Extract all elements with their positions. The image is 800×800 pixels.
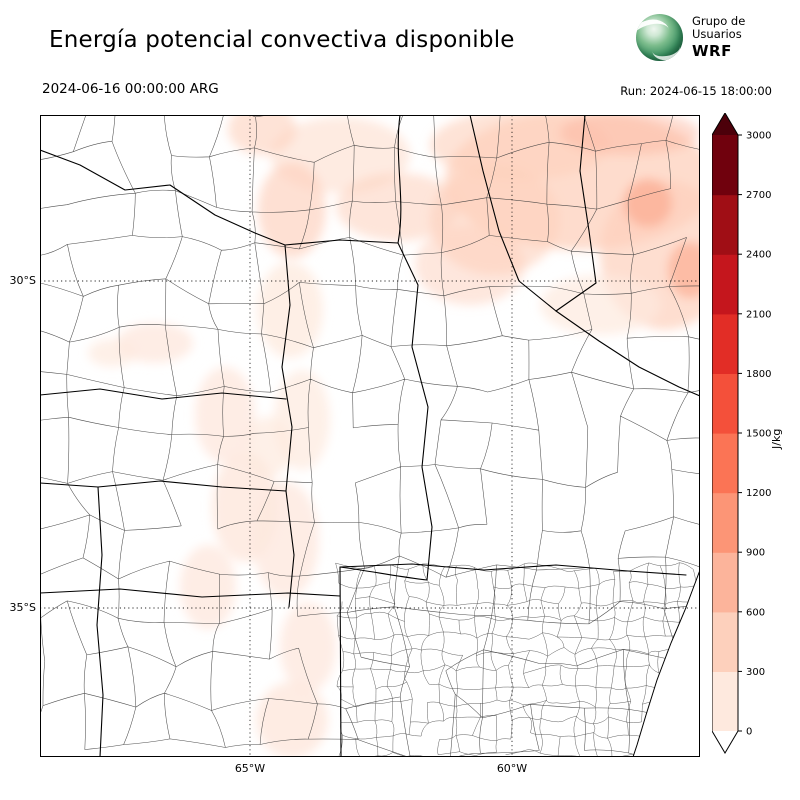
logo-line-3: WRF bbox=[692, 41, 732, 60]
province-border bbox=[40, 480, 287, 492]
colorbar-tick-label: 2700 bbox=[746, 190, 771, 201]
cape-shading-layer bbox=[88, 115, 700, 757]
colorbar-segment bbox=[712, 373, 738, 434]
cape-shade-patch bbox=[253, 482, 319, 598]
gridlines-layer bbox=[40, 115, 700, 757]
colorbar-segment bbox=[712, 492, 738, 553]
colorbar-under-arrow bbox=[712, 731, 738, 753]
colorbar-tick-label: 2100 bbox=[746, 309, 771, 320]
x-tick-65w: 65°W bbox=[234, 762, 266, 775]
cape-shade-patch bbox=[257, 262, 323, 358]
boundary-mesh bbox=[40, 115, 700, 757]
cape-shade-patch bbox=[668, 242, 700, 298]
cape-shade-patch bbox=[274, 370, 330, 470]
map-svg bbox=[40, 115, 700, 757]
province-border bbox=[339, 563, 687, 576]
colorbar-segment bbox=[712, 552, 738, 613]
cape-shade-patch bbox=[415, 225, 525, 305]
colorbar-tick-label: 900 bbox=[746, 548, 765, 559]
colorbar-segment bbox=[712, 611, 738, 672]
globe-icon bbox=[636, 14, 683, 61]
cape-shade-patch bbox=[228, 115, 296, 155]
province-border bbox=[96, 486, 104, 757]
colorbar-segment bbox=[712, 254, 738, 315]
cape-shade-patch bbox=[180, 545, 236, 629]
ocean-mask bbox=[633, 570, 700, 757]
logo-line-2: Usuarios bbox=[692, 27, 742, 42]
y-tick-30s: 30°S bbox=[9, 274, 36, 287]
province-border bbox=[555, 115, 597, 312]
valid-time-label: 2024-06-16 00:00:00 ARG bbox=[42, 81, 219, 97]
colorbar-segment bbox=[712, 671, 738, 732]
y-tick-35s: 35°S bbox=[9, 601, 36, 614]
cape-shade-patch bbox=[280, 602, 336, 692]
run-time-label: Run: 2024-06-15 18:00:00 bbox=[620, 84, 772, 98]
province-border bbox=[339, 566, 428, 581]
colorbar-tick-label: 2400 bbox=[746, 250, 771, 261]
coastline bbox=[632, 569, 700, 757]
province-border bbox=[40, 388, 287, 400]
colorbar-segment bbox=[712, 194, 738, 255]
cape-shade-patch bbox=[540, 275, 660, 335]
colorbar-tick-label: 1800 bbox=[746, 369, 771, 380]
colorbar-unit-label: J/kg bbox=[770, 428, 783, 449]
colorbar-segment bbox=[712, 433, 738, 494]
cape-shade-patch bbox=[256, 682, 328, 757]
map-canvas bbox=[40, 115, 700, 757]
colorbar-segment bbox=[712, 313, 738, 374]
province-border bbox=[339, 566, 342, 757]
colorbar-tick-label: 300 bbox=[746, 667, 765, 678]
province-border bbox=[397, 115, 402, 244]
map-frame bbox=[40, 115, 700, 757]
x-tick-60w: 60°W bbox=[496, 762, 528, 775]
colorbar-tick-label: 3000 bbox=[746, 131, 771, 142]
page-title: Energía potencial convectiva disponible bbox=[49, 27, 515, 53]
province-border bbox=[281, 244, 295, 608]
colorbar-segment bbox=[712, 135, 738, 196]
cape-shade-patch bbox=[336, 173, 460, 241]
cape-shade-patch bbox=[560, 115, 700, 155]
colorbar-tick-label: 1200 bbox=[746, 488, 771, 499]
cape-shade-patch bbox=[624, 179, 672, 227]
colorbar-tick-label: 600 bbox=[746, 607, 765, 618]
wrf-logo: Grupo de Usuarios WRF bbox=[636, 14, 745, 61]
colorbar-tick-label: 0 bbox=[746, 727, 752, 738]
colorbar: 0 300 600 900 1200 1500 1800 2100 2400 2700 3000 bbox=[712, 113, 771, 754]
colorbar-over-arrow bbox=[712, 113, 738, 135]
logo-line-1: Grupo de bbox=[692, 14, 746, 29]
province-border bbox=[284, 239, 399, 246]
province-borders-layer bbox=[40, 115, 700, 757]
cape-shade-patch bbox=[258, 162, 326, 258]
cape-shade-patch bbox=[88, 339, 136, 367]
colorbar-tick-label: 1500 bbox=[746, 429, 771, 440]
department-boundaries-layer bbox=[40, 115, 700, 757]
province-border bbox=[40, 149, 286, 246]
wrf-logo-text: Grupo de Usuarios WRF bbox=[692, 15, 745, 60]
province-border bbox=[40, 588, 341, 598]
cape-shade-patch bbox=[195, 367, 255, 463]
province-border bbox=[397, 242, 433, 581]
